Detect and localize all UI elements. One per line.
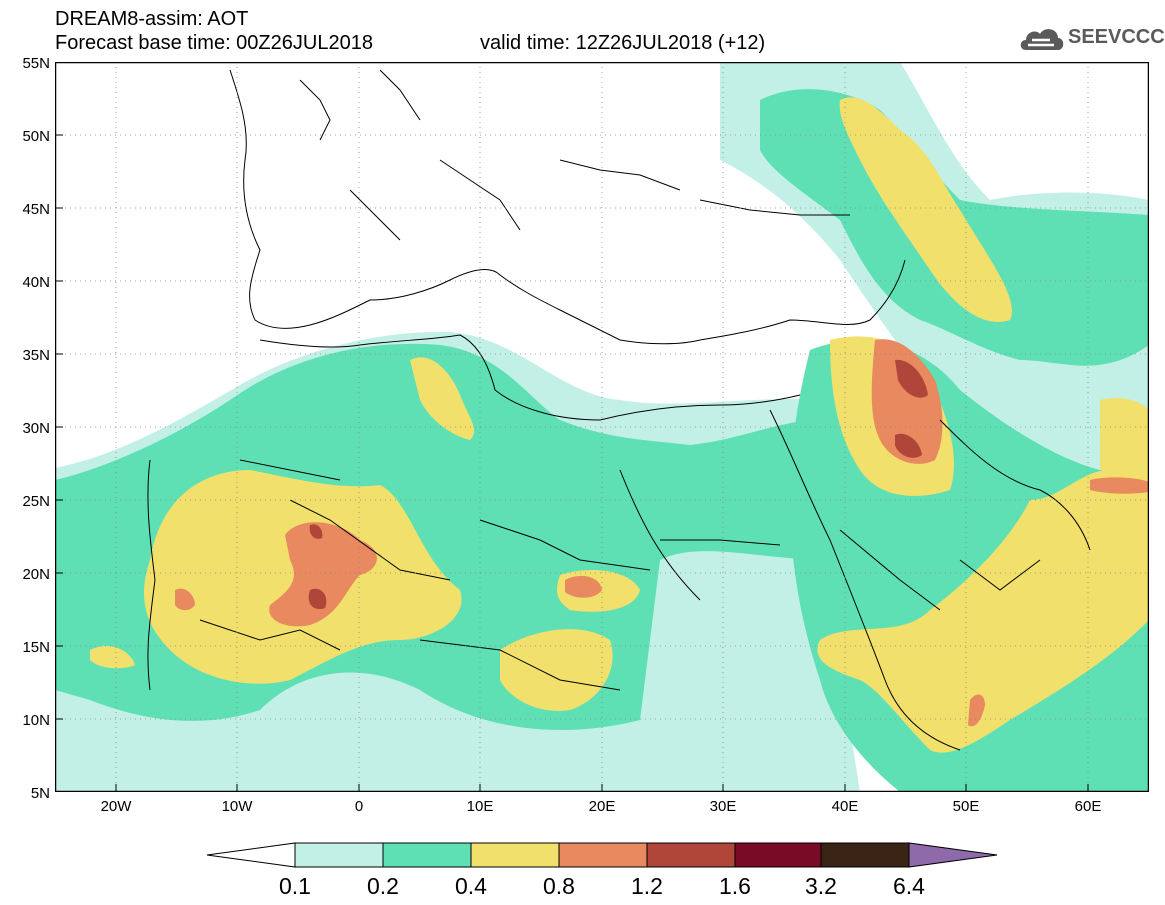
colorbar-label-0-4: 0.4 bbox=[455, 873, 487, 899]
colorbar-right-arrow bbox=[908, 842, 998, 868]
lon-label-10w: 10W bbox=[221, 798, 253, 815]
lat-label-45n: 45N bbox=[22, 201, 50, 218]
colorbar-label-0-2: 0.2 bbox=[367, 873, 399, 899]
lat-label-55n: 55N bbox=[22, 55, 50, 72]
aot-contour-1-2 bbox=[308, 359, 928, 610]
lon-label-60e: 60E bbox=[1074, 798, 1102, 815]
colorbar-label-3-2: 3.2 bbox=[805, 873, 837, 899]
colorbar-label-0-8: 0.8 bbox=[543, 873, 575, 899]
lon-label-50e: 50E bbox=[952, 798, 980, 815]
logo-text: SEEVCCC bbox=[1068, 26, 1165, 48]
lat-label-50n: 50N bbox=[22, 128, 50, 145]
colorbar-label-1-2: 1.2 bbox=[631, 873, 663, 899]
lon-label-30e: 30E bbox=[709, 798, 737, 815]
colorbar-label-0-1: 0.1 bbox=[279, 873, 311, 899]
valid-time: valid time: 12Z26JUL2018 (+12) bbox=[480, 32, 766, 54]
lat-label-15n: 15N bbox=[22, 639, 50, 656]
lat-label-10n: 10N bbox=[22, 712, 50, 729]
aot-contour-0-8 bbox=[175, 339, 1149, 727]
lon-label-40e: 40E bbox=[831, 798, 859, 815]
colorbar-swatch-3 bbox=[470, 842, 560, 868]
colorbar-swatch-1 bbox=[294, 842, 384, 868]
aot-contour-0-4 bbox=[90, 97, 1149, 753]
graticule bbox=[55, 62, 1149, 792]
colorbar-swatch-6 bbox=[734, 842, 822, 868]
colorbar-label-6-4: 6.4 bbox=[893, 873, 925, 899]
forecast-base-time: Forecast base time: 00Z26JUL2018 bbox=[55, 32, 373, 54]
aot-map bbox=[55, 62, 1149, 792]
axis-ticks bbox=[55, 134, 1089, 792]
lat-label-35n: 35N bbox=[22, 347, 50, 364]
colorbar-swatch-4 bbox=[558, 842, 648, 868]
lon-label-0: 0 bbox=[354, 798, 364, 815]
lon-label-20e: 20E bbox=[588, 798, 616, 815]
colorbar-swatch-7 bbox=[820, 842, 910, 868]
lon-label-20w: 20W bbox=[100, 798, 132, 815]
lon-label-10e: 10E bbox=[466, 798, 494, 815]
lat-label-30n: 30N bbox=[22, 420, 50, 437]
colorbar-swatch-5 bbox=[646, 842, 736, 868]
map-title: DREAM8-assim: AOT bbox=[55, 8, 249, 30]
colorbar-swatch-2 bbox=[382, 842, 472, 868]
lat-label-20n: 20N bbox=[22, 566, 50, 583]
seevccc-logo: SEEVCCC bbox=[1018, 22, 1165, 56]
lat-label-5n: 5N bbox=[30, 785, 50, 802]
cloud-icon bbox=[1020, 29, 1064, 50]
colorbar-label-1-6: 1.6 bbox=[719, 873, 751, 899]
lat-label-40n: 40N bbox=[22, 274, 50, 291]
lat-label-25n: 25N bbox=[22, 493, 50, 510]
colorbar-left-arrow bbox=[206, 842, 296, 868]
aot-colorbar bbox=[206, 842, 998, 868]
coastlines bbox=[147, 69, 1091, 751]
map-border bbox=[55, 62, 1149, 792]
